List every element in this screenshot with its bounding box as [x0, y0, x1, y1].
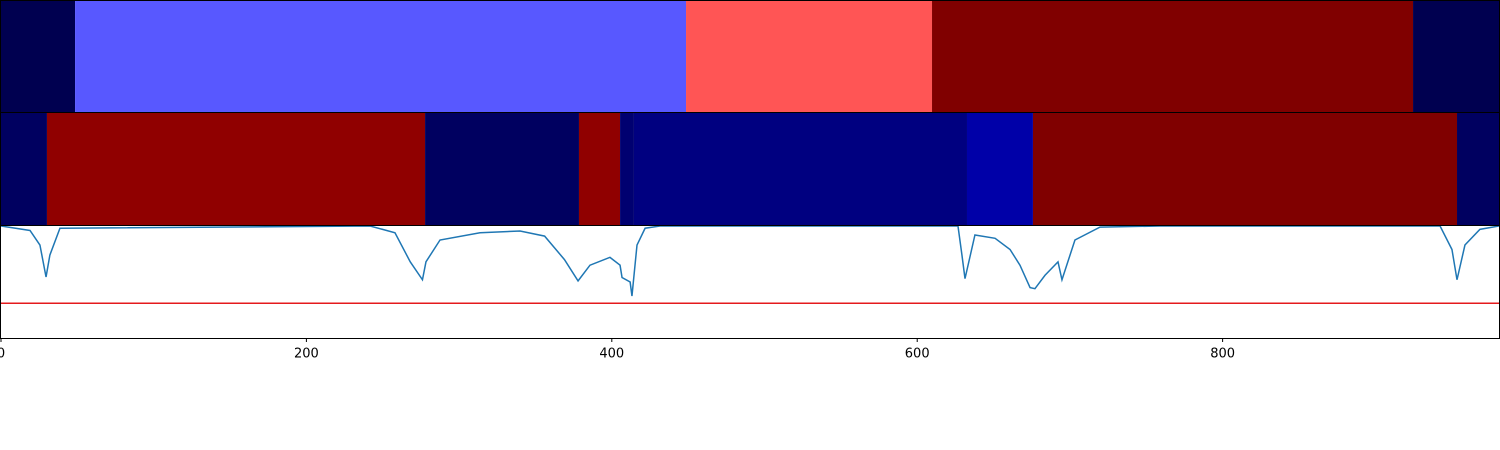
panel-frame — [0, 225, 1500, 339]
segment — [966, 113, 1033, 225]
segment — [1, 1, 76, 112]
segment — [425, 113, 579, 225]
segment — [1457, 113, 1499, 225]
x-tick-label: 400 — [599, 347, 624, 362]
segment — [932, 1, 1414, 112]
x-tick-label: 800 — [1210, 347, 1235, 362]
x-tick-label: 600 — [905, 347, 930, 362]
x-tick-label: 200 — [294, 347, 319, 362]
segment — [620, 113, 634, 225]
segment — [1413, 1, 1499, 112]
segment — [633, 113, 967, 225]
segment — [46, 113, 426, 225]
line — [1, 226, 1499, 297]
x-tick-label: 0 — [0, 347, 5, 362]
segment — [75, 1, 687, 112]
plot-area — [1, 226, 1499, 305]
segment — [1, 113, 47, 225]
segment — [578, 113, 621, 225]
segment — [1032, 113, 1458, 225]
segment — [686, 1, 933, 112]
